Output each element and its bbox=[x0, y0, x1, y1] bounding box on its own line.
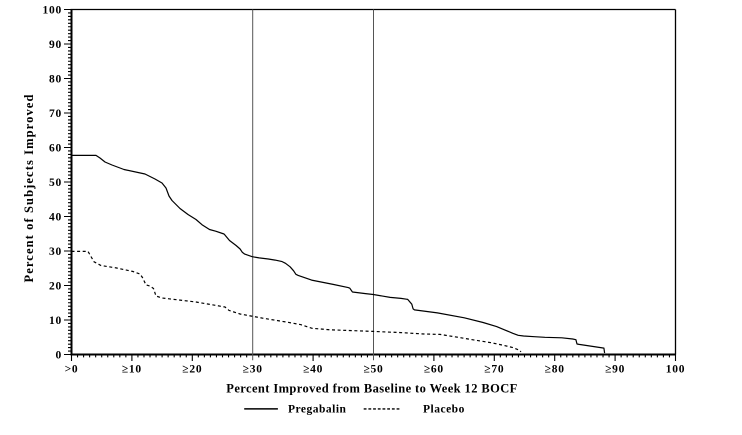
svg-text:60: 60 bbox=[49, 143, 62, 155]
svg-text:Percent of Subjects Improved: Percent of Subjects Improved bbox=[22, 94, 36, 283]
svg-text:80: 80 bbox=[49, 74, 62, 86]
svg-text:Pregabalin: Pregabalin bbox=[288, 404, 347, 416]
svg-text:Placebo: Placebo bbox=[423, 404, 465, 416]
svg-text:20: 20 bbox=[49, 281, 62, 293]
svg-text:≥70: ≥70 bbox=[484, 364, 504, 376]
svg-text:≥60: ≥60 bbox=[424, 364, 444, 376]
svg-text:100: 100 bbox=[43, 5, 63, 17]
svg-text:50: 50 bbox=[49, 177, 62, 189]
svg-text:≥10: ≥10 bbox=[122, 364, 142, 376]
svg-text:≥80: ≥80 bbox=[545, 364, 565, 376]
svg-text:100: 100 bbox=[666, 364, 686, 376]
svg-text:10: 10 bbox=[49, 315, 62, 327]
svg-text:Percent Improved from Baseline: Percent Improved from Baseline to Week 1… bbox=[226, 382, 517, 396]
svg-text:≥30: ≥30 bbox=[243, 364, 263, 376]
svg-text:40: 40 bbox=[49, 212, 62, 224]
svg-text:≥50: ≥50 bbox=[363, 364, 383, 376]
svg-text:90: 90 bbox=[49, 39, 62, 51]
svg-text:0: 0 bbox=[56, 350, 63, 362]
svg-text:>0: >0 bbox=[65, 364, 79, 376]
svg-text:70: 70 bbox=[49, 108, 62, 120]
svg-text:30: 30 bbox=[49, 246, 62, 258]
svg-text:≥20: ≥20 bbox=[182, 364, 202, 376]
svg-text:≥90: ≥90 bbox=[605, 364, 625, 376]
svg-text:≥40: ≥40 bbox=[303, 364, 323, 376]
